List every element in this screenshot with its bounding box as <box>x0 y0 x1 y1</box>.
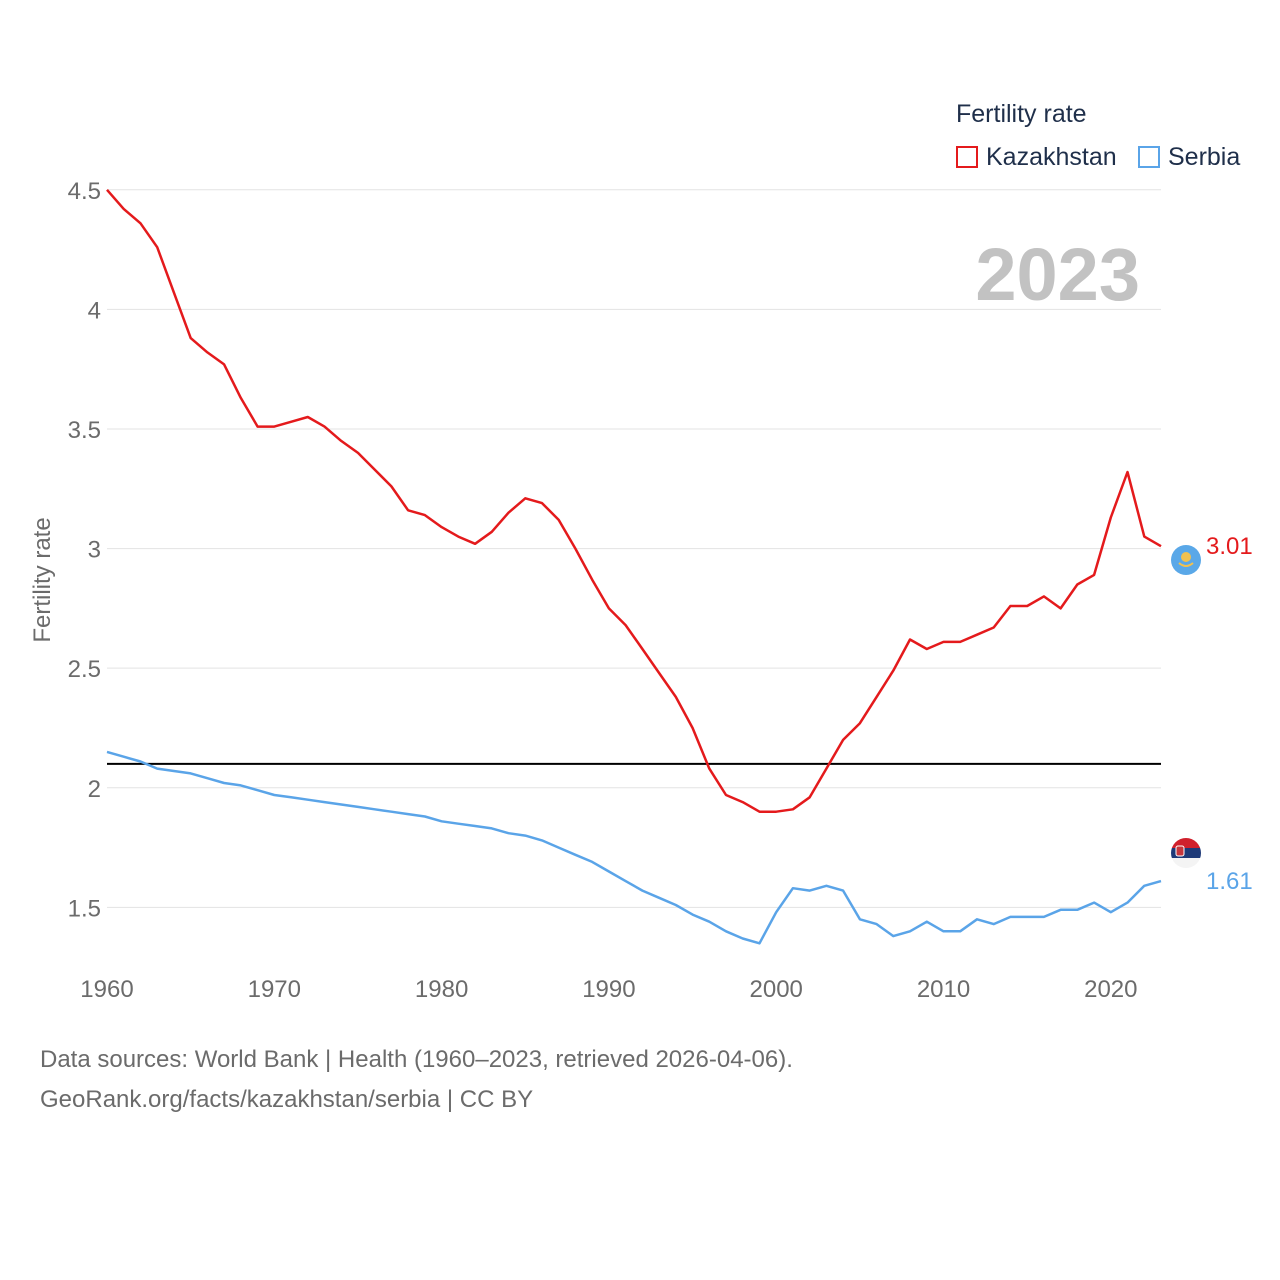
y-axis-ticks: 1.5 2 2.5 3 3.5 4 4.5 <box>68 178 101 923</box>
legend-item-kazakhstan[interactable]: Kazakhstan <box>956 141 1117 173</box>
y-tick-label: 4.5 <box>68 178 101 205</box>
y-tick-label: 2 <box>88 776 101 803</box>
y-tick-label: 4 <box>88 297 101 324</box>
legend-swatch-kazakhstan <box>956 146 978 168</box>
x-tick-label: 1970 <box>248 976 301 1003</box>
x-tick-label: 1990 <box>582 976 635 1003</box>
x-tick-label: 1980 <box>415 976 468 1003</box>
end-label-serbia: 1.61 <box>1206 868 1253 895</box>
y-axis-label: Fertility rate <box>29 517 56 642</box>
x-tick-label: 2020 <box>1084 976 1137 1003</box>
x-tick-label: 2000 <box>750 976 803 1003</box>
end-value-labels: 3.01 1.61 <box>1206 533 1253 895</box>
serbia-flag-icon <box>1171 838 1201 868</box>
x-tick-label: 2010 <box>917 976 970 1003</box>
year-watermark: 2023 <box>975 233 1140 316</box>
legend-swatch-serbia <box>1138 146 1160 168</box>
kazakhstan-flag-icon <box>1171 545 1201 575</box>
series-lines <box>106 188 1162 945</box>
y-tick-label: 3.5 <box>68 417 101 444</box>
series-line-serbia <box>106 750 1162 945</box>
y-tick-label: 3 <box>88 537 101 564</box>
legend-label-serbia: Serbia <box>1168 142 1241 171</box>
x-tick-label: 1960 <box>80 976 133 1003</box>
source-url[interactable]: GeoRank.org/facts/kazakhstan/serbia | CC… <box>40 1086 534 1113</box>
end-label-kazakhstan: 3.01 <box>1206 533 1253 560</box>
gridlines <box>107 189 1161 908</box>
series-line-kazakhstan <box>106 188 1162 813</box>
source-line: Data sources: World Bank | Health (1960–… <box>40 1046 793 1073</box>
x-axis-ticks: 1960 1970 1980 1990 2000 2010 2020 <box>80 976 1137 1003</box>
legend-item-serbia[interactable]: Serbia <box>1138 141 1240 173</box>
y-tick-label: 2.5 <box>68 656 101 683</box>
legend-label-kazakhstan: Kazakhstan <box>986 142 1117 171</box>
end-markers <box>1171 545 1201 868</box>
legend-title: Fertility rate <box>956 100 1087 128</box>
y-tick-label: 1.5 <box>68 895 101 922</box>
